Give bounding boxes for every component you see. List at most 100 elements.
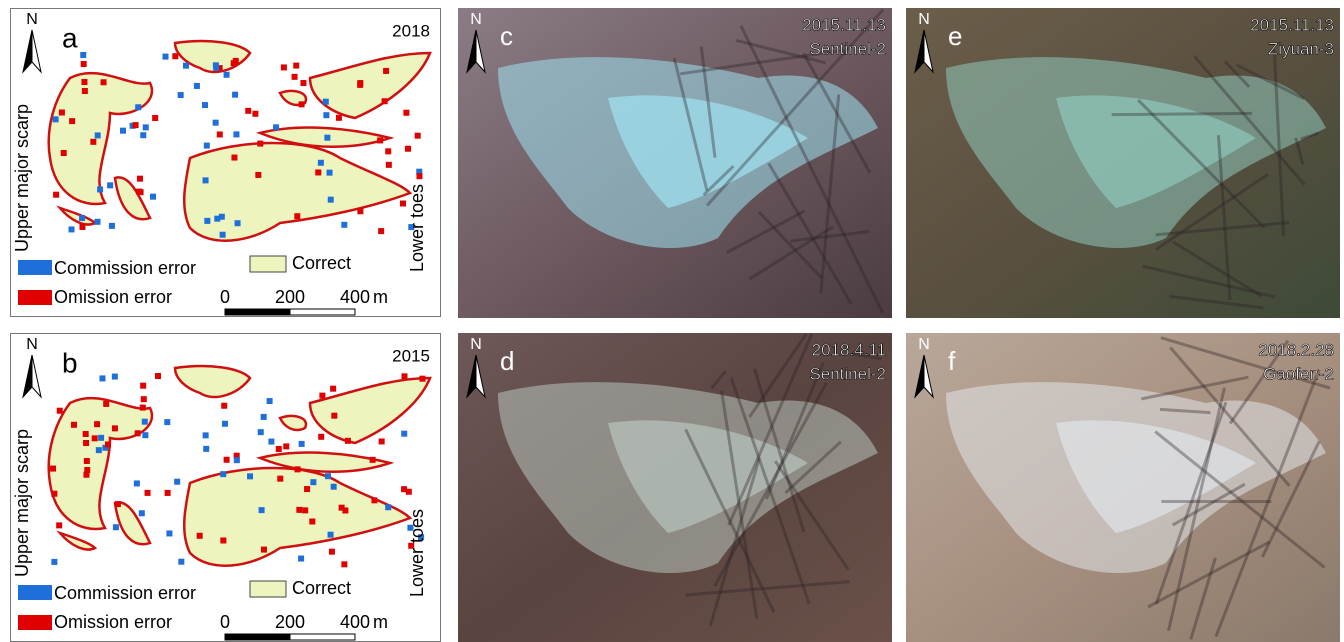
legend-omission: Omission error [54,287,172,307]
error-pixel [143,124,149,130]
legend-correct: Correct [292,578,351,598]
error-pixel [112,425,118,431]
scale-tick: 200 [275,612,305,632]
error-pixel [339,505,345,511]
error-pixel [255,172,261,178]
scarp-label: Upper major scarp [12,104,32,252]
error-pixel [310,479,316,485]
error-pixel [97,186,103,192]
image-date: 2015.11.13 [1250,15,1334,34]
error-pixel [165,490,171,496]
error-pixel [197,533,203,539]
error-pixel [401,373,407,379]
error-pixel [293,63,299,69]
error-pixel [341,222,347,228]
legend-omission-swatch [18,615,52,630]
error-pixel [415,133,421,139]
error-pixel [142,432,148,438]
error-pixel [103,401,109,407]
panel-year: 2018 [392,21,430,40]
panel-letter: f [948,346,956,376]
error-pixel [61,150,67,156]
error-pixel [135,104,141,110]
error-pixel [183,63,189,69]
legend-correct: Correct [292,253,351,273]
error-pixel [112,374,118,380]
error-pixel [341,561,347,567]
scale-tick: 400 [340,287,370,307]
error-pixel [331,484,337,490]
error-pixel [294,213,300,219]
error-pixel [56,522,62,528]
error-pixel [220,537,226,543]
error-pixel [318,434,324,440]
scale-unit: m [373,612,388,632]
error-pixel [378,228,384,234]
error-pixel [323,99,329,105]
error-pixel [164,419,170,425]
error-pixel [84,458,90,464]
legend-omission: Omission error [54,612,172,632]
error-pixel [204,143,210,149]
error-pixel [84,467,90,473]
error-pixel [295,466,301,472]
error-pixel [401,486,407,492]
error-pixel [105,441,111,447]
error-pixel [220,471,226,477]
error-pixel [345,438,351,444]
error-pixel [296,507,302,513]
error-pixel [318,160,324,166]
error-pixel [92,435,98,441]
error-pixel [234,457,240,463]
error-pixel [383,68,389,74]
error-pixel [139,510,145,516]
error-pixel [79,224,85,230]
error-pixel [53,192,59,198]
error-pixel [213,62,219,68]
error-pixel [83,431,89,437]
error-pixel [96,447,102,453]
error-pixel [71,422,77,428]
error-pixel [141,396,147,402]
error-pixel [336,115,342,121]
scale-tick: 0 [220,612,230,632]
error-pixel [135,430,141,436]
error-pixel [99,375,105,381]
scarp-label: Upper major scarp [12,429,32,577]
error-pixel [298,556,304,562]
error-pixel [319,393,325,399]
panel-letter: b [62,347,78,378]
ridge [1112,113,1252,114]
error-pixel [324,135,330,141]
image-panel: Nd2018.4.11Sentinel-2 [458,333,892,642]
error-pixel [98,435,104,441]
error-pixel [134,480,140,486]
error-pixel [95,219,101,225]
error-pixel [386,162,392,168]
error-pixel [120,128,126,134]
error-pixel [281,64,287,70]
error-pixel [315,169,321,175]
error-pixel [140,132,146,138]
error-pixel [261,414,267,420]
error-pixel [357,82,363,88]
error-pixel [309,519,315,525]
error-pixel [419,376,425,382]
error-pixel [382,98,388,104]
panel-letter: e [948,21,962,51]
error-pixel [95,132,101,138]
error-pixel [136,189,142,195]
north-label: N [26,11,38,28]
image-sensor: Sentinel-2 [809,39,886,58]
error-pixel [283,443,289,449]
panel-letter: d [500,346,514,376]
error-pixel [204,218,210,224]
error-pixel [252,111,258,117]
error-pixel [172,53,178,59]
error-pixel [235,220,241,226]
error-pixel [268,439,274,445]
error-pixel [371,497,377,503]
error-pixel [327,170,333,176]
error-pixel [379,438,385,444]
